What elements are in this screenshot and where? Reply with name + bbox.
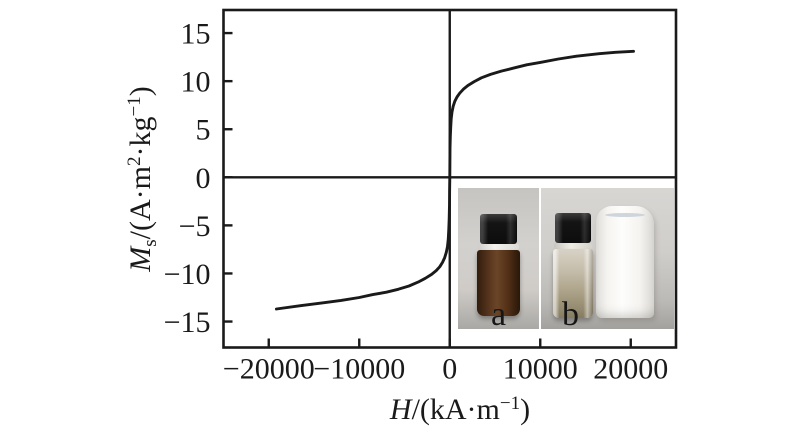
magnetization-curve [274,49,635,311]
y-tick-label: −15 [164,306,211,339]
x-tick-label: 20000 [593,353,668,386]
x-tick-label: 0 [442,353,457,386]
vial-b-liquid-icon [553,249,593,318]
y-tick-label: 15 [181,18,211,51]
inset-photo-b: b [541,188,674,333]
vial-a-cap-icon [480,214,517,244]
y-tick-label: −5 [179,210,211,243]
y-tick-label: 5 [196,114,211,147]
inset-label-a: a [490,296,507,333]
vial-b-neck-icon [554,243,592,249]
x-tick-label: −20000 [223,353,315,386]
y-tick-label: 10 [181,66,211,99]
vial-a-liquid-icon [477,250,520,316]
vial-b-cap-icon [555,213,591,243]
inset-label-b: b [562,296,579,333]
x-tick-label: 10000 [503,353,578,386]
x-tick-label: −10000 [313,353,405,386]
x-axis-label: H/(kA·m−1) [389,393,530,426]
y-tick-label: −10 [164,258,211,291]
cloth-roll-icon [596,206,654,318]
y-axis-label: Ms/(A·m2·kg−1) [124,86,161,272]
cloth-seam-icon [605,213,645,217]
vial-a-neck-icon [478,244,519,250]
inset-photo-a: a [458,188,539,333]
y-tick-label: 0 [196,162,211,195]
